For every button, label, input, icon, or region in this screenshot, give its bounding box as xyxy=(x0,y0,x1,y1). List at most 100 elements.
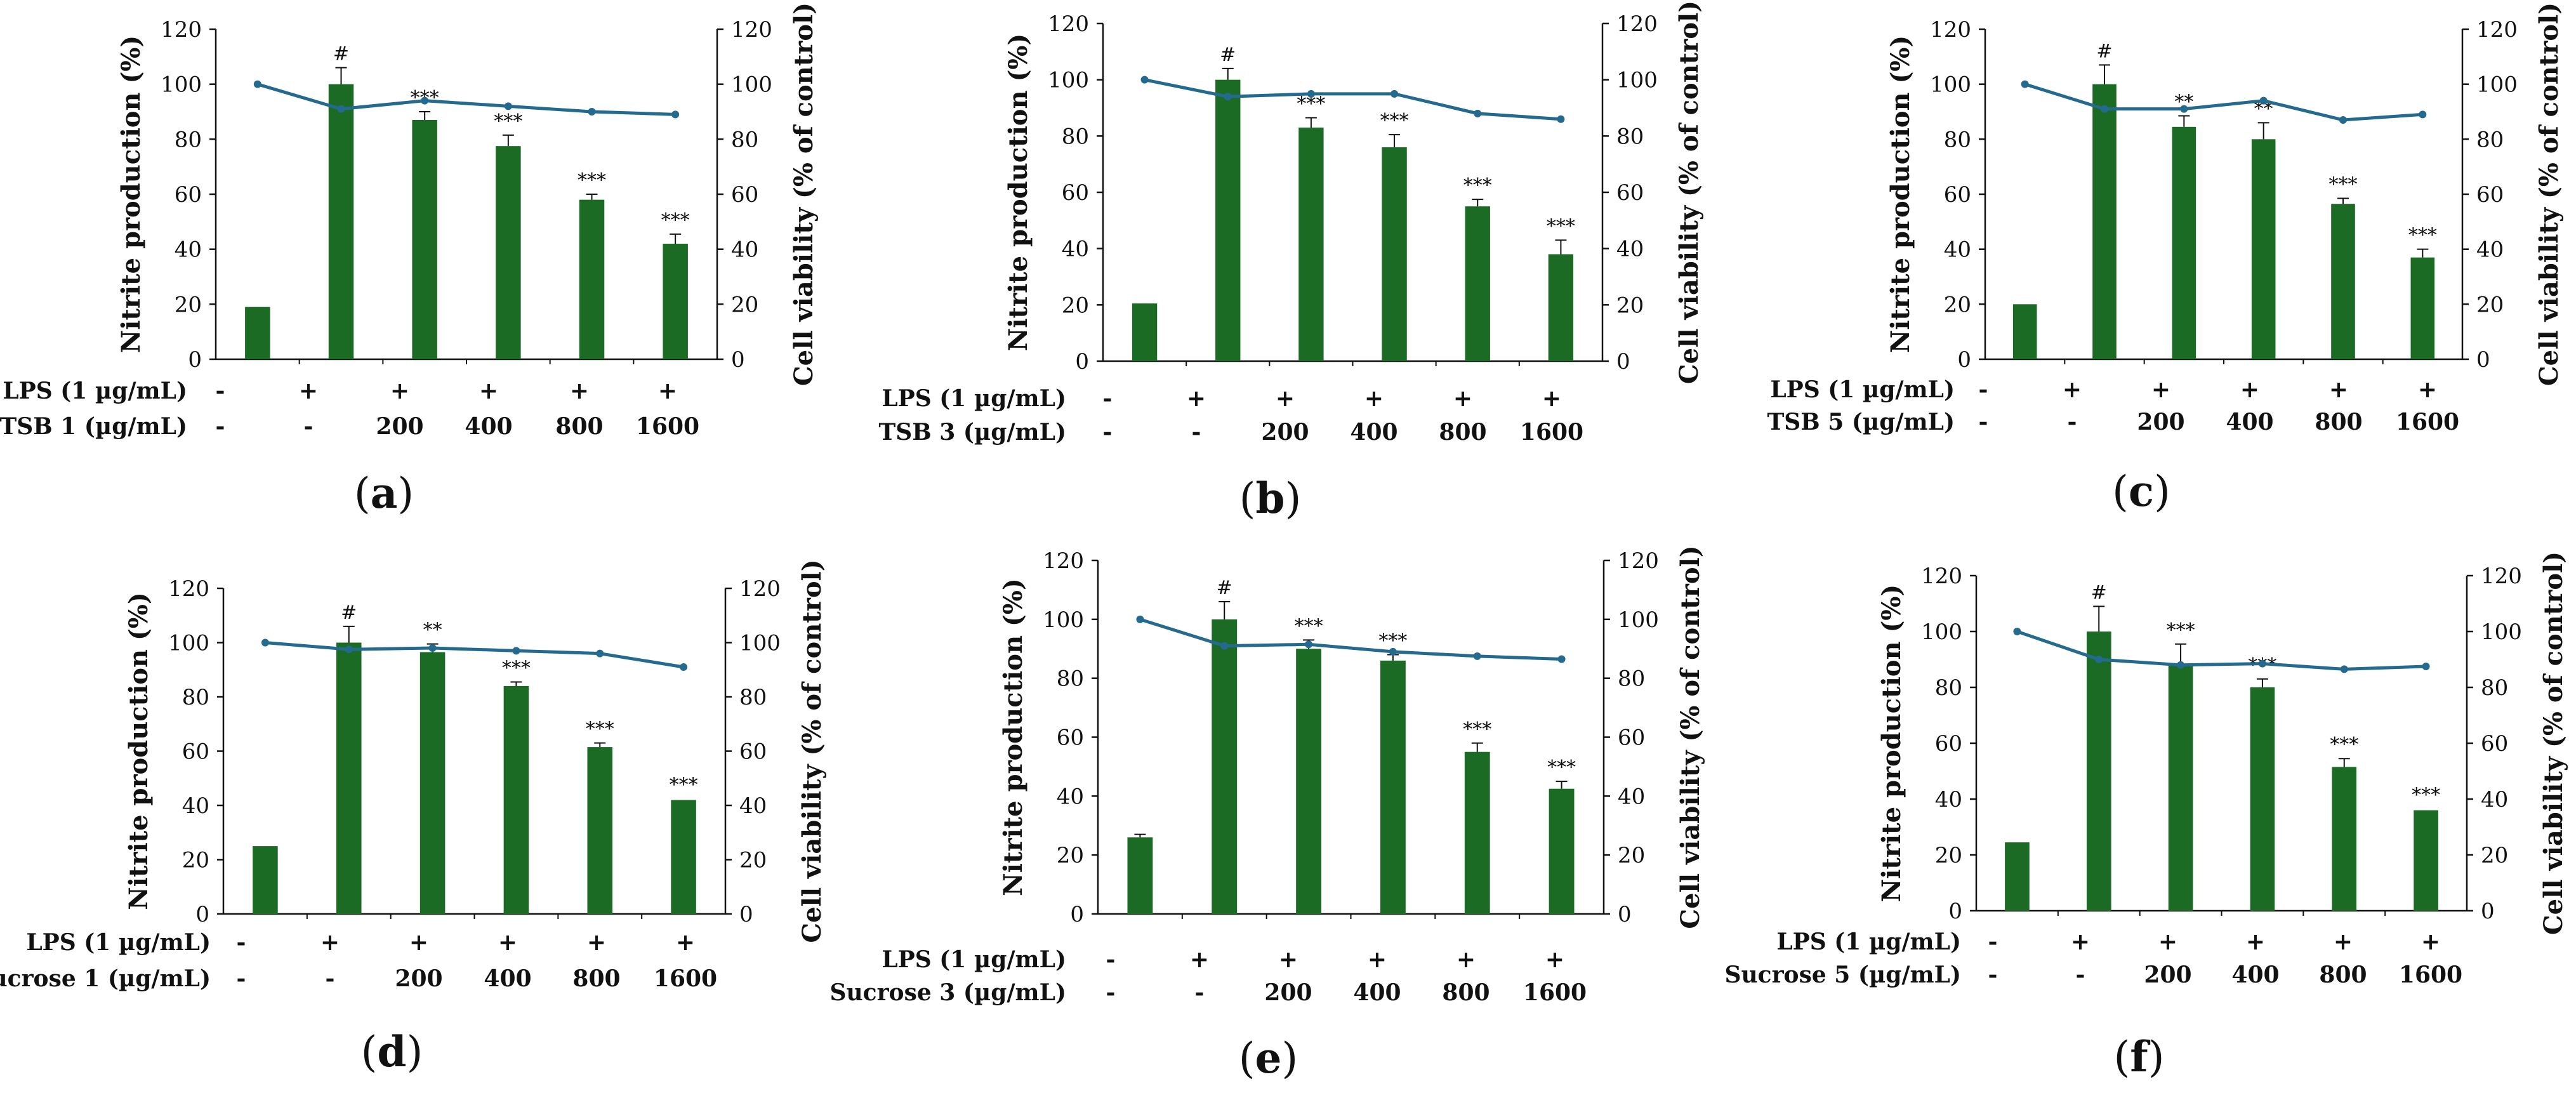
condition-value: - xyxy=(1192,419,1201,446)
right-tick-label: 120 xyxy=(1618,548,1659,574)
condition-value: + xyxy=(676,929,695,956)
bar xyxy=(503,685,529,914)
right-tick-label: 40 xyxy=(1618,784,1645,809)
right-tick-label: 20 xyxy=(731,292,758,317)
condition-value: + xyxy=(2071,929,2090,955)
condition-row-label: TSB 1 (µg/mL) xyxy=(0,413,187,440)
bar xyxy=(2414,810,2438,911)
bar xyxy=(579,199,605,359)
left-tick-label: 80 xyxy=(1944,127,1971,152)
left-tick-label: 80 xyxy=(1057,666,1084,692)
chart-panel-3: 0 0 20 20 40 40 60 60 80 80 100 100 120 120 Nitrite pr… xyxy=(1767,3,2564,516)
condition-value: + xyxy=(2334,929,2353,955)
left-tick-label: 40 xyxy=(1944,237,1971,263)
viability-point xyxy=(1140,76,1149,84)
condition-value: - xyxy=(216,413,225,440)
left-tick-label: 40 xyxy=(182,793,209,819)
condition-value: - xyxy=(1103,419,1113,446)
condition-value: 400 xyxy=(1350,419,1397,446)
condition-value: - xyxy=(1979,376,1988,403)
bar xyxy=(419,652,446,914)
viability-point xyxy=(1224,93,1232,101)
bar xyxy=(1382,147,1407,362)
viability-point xyxy=(1390,89,1399,98)
condition-value: 200 xyxy=(1264,979,1312,1006)
bar xyxy=(328,84,354,359)
condition-row-label: TSB 5 (µg/mL) xyxy=(1767,409,1955,435)
viability-line xyxy=(2016,630,2426,671)
condition-value: 400 xyxy=(465,413,512,440)
right-tick-label: 40 xyxy=(739,793,767,819)
viability-point xyxy=(680,663,688,671)
right-tick-label: 120 xyxy=(2481,564,2522,589)
bar xyxy=(1548,254,1574,361)
condition-value: - xyxy=(1988,929,1998,955)
right-tick-label: 80 xyxy=(731,127,758,152)
condition-value: + xyxy=(1276,385,1295,412)
left-tick-label: 60 xyxy=(182,739,209,765)
viability-point xyxy=(2258,659,2266,668)
viability-point xyxy=(1389,647,1397,656)
condition-value: + xyxy=(2418,376,2437,403)
significance-label: *** xyxy=(586,718,614,741)
bar xyxy=(336,642,362,914)
right-tick-label: 0 xyxy=(1616,349,1630,374)
left-tick-label: 60 xyxy=(175,182,202,208)
left-tick-label: 120 xyxy=(161,17,202,43)
y-axis-title: Nitrite production (%) xyxy=(1003,34,1033,352)
condition-value: 400 xyxy=(2231,962,2279,988)
left-tick-label: 20 xyxy=(1057,843,1084,868)
right-tick-label: 40 xyxy=(731,237,758,263)
significance-label: # xyxy=(2091,581,2107,604)
right-tick-label: 80 xyxy=(1618,666,1645,692)
condition-value: + xyxy=(390,378,409,404)
condition-value: 800 xyxy=(572,965,620,992)
viability-line xyxy=(2024,83,2423,122)
condition-value: - xyxy=(1103,385,1113,412)
right-tick-label: 100 xyxy=(1616,68,1658,93)
y2-axis-title: Cell viability (% of control) xyxy=(1675,545,1705,929)
condition-value: - xyxy=(1195,979,1205,1006)
condition-row-label: LPS (1 µg/mL) xyxy=(3,378,187,404)
significance-label: *** xyxy=(1380,110,1409,132)
bar xyxy=(1380,660,1406,914)
condition-value: 400 xyxy=(2226,409,2273,435)
condition-value: + xyxy=(1187,385,1206,412)
viability-point xyxy=(512,647,520,655)
bar xyxy=(2092,84,2117,359)
left-tick-label: 40 xyxy=(175,237,202,263)
condition-row-label: Sucrose 1 (µg/mL) xyxy=(0,965,211,992)
right-tick-label: 20 xyxy=(1618,843,1645,868)
right-tick-label: 40 xyxy=(2481,787,2508,812)
viability-point xyxy=(2095,656,2103,663)
left-tick-label: 120 xyxy=(1930,17,1971,43)
viability-point xyxy=(1220,642,1229,650)
viability-point xyxy=(345,645,353,654)
condition-value: 1600 xyxy=(1523,979,1587,1006)
right-tick-label: 20 xyxy=(739,848,767,873)
left-tick-label: 60 xyxy=(1935,731,1962,757)
left-tick-label: 0 xyxy=(1957,347,1971,373)
viability-line xyxy=(265,641,684,669)
bar xyxy=(2172,126,2196,360)
bar xyxy=(1215,79,1241,362)
left-tick-label: 60 xyxy=(1944,182,1971,208)
right-tick-label: 0 xyxy=(2481,899,2495,924)
left-tick-label: 0 xyxy=(1070,902,1084,927)
condition-value: 200 xyxy=(395,965,442,992)
bar xyxy=(412,120,437,359)
condition-value: + xyxy=(1453,385,1472,412)
condition-value: + xyxy=(1545,946,1564,973)
condition-row-label: Sucrose 5 (µg/mL) xyxy=(1725,962,1962,988)
left-tick-label: 20 xyxy=(1062,293,1089,318)
significance-label: *** xyxy=(2330,734,2358,756)
condition-value: + xyxy=(2329,376,2348,403)
right-tick-label: 80 xyxy=(2476,127,2504,152)
left-tick-label: 80 xyxy=(1062,124,1089,149)
right-tick-label: 60 xyxy=(1618,725,1645,751)
left-tick-label: 40 xyxy=(1935,787,1962,812)
left-tick-label: 100 xyxy=(1921,619,1962,645)
condition-value: 1600 xyxy=(654,965,717,992)
y2-axis-title: Cell viability (% of control) xyxy=(789,3,819,386)
condition-value: 400 xyxy=(1353,979,1401,1006)
